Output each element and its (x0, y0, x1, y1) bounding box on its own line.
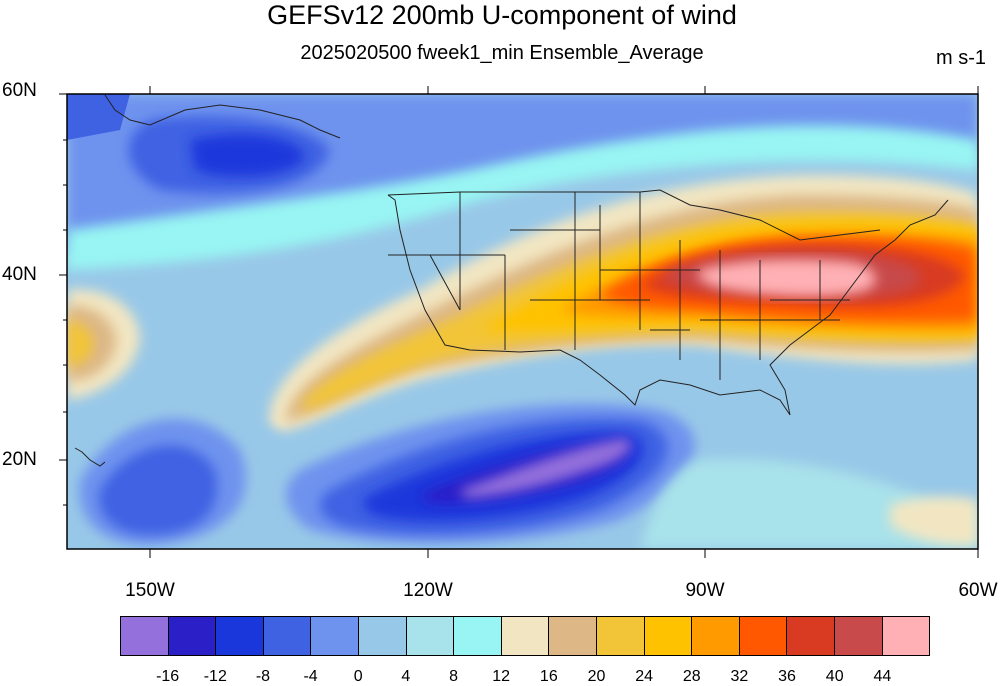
colorbar-tick-label: -12 (203, 668, 227, 685)
colorbar-swatch (311, 617, 359, 655)
colorbar-swatch (121, 617, 169, 655)
colorbar-swatch (834, 617, 883, 655)
colorbar-swatch (739, 617, 788, 655)
colorbar-swatch (644, 617, 693, 655)
colorbar-tick-label: 32 (730, 668, 749, 685)
colorbar-tick-label: 36 (778, 668, 796, 685)
colorbar-tick-label: 12 (492, 668, 511, 685)
colorbar-tick-label: 0 (353, 668, 363, 685)
lat-label-60n: 60N (2, 80, 37, 101)
colorbar (120, 616, 930, 656)
wind-field (67, 94, 978, 549)
lon-label-150w: 150W (125, 580, 175, 601)
colorbar-tick-label: 16 (539, 668, 558, 685)
colorbar-tick-label: 40 (825, 668, 844, 685)
units-label: m s-1 (936, 47, 986, 69)
colorbar-swatch (168, 617, 217, 655)
colorbar-tick-label: -16 (156, 668, 180, 685)
chart-title: GEFSv12 200mb U-component of wind (267, 0, 737, 30)
colorbar-swatch (358, 617, 407, 655)
colorbar-tick-label: 44 (873, 668, 892, 685)
axis-ticks (59, 86, 979, 558)
colorbar-tick-label: -4 (303, 668, 318, 685)
colorbar-swatch (787, 617, 835, 655)
colorbar-swatch (454, 617, 502, 655)
colorbar-swatch (882, 617, 930, 655)
colorbar-tick-label: 24 (635, 668, 654, 685)
lon-label-120w: 120W (403, 580, 453, 601)
colorbar-swatch (596, 617, 645, 655)
colorbar-swatch (692, 617, 740, 655)
lat-label-20n: 20N (2, 449, 37, 470)
coastlines (74, 94, 949, 467)
colorbar-swatch (549, 617, 597, 655)
colorbar-tick-label: 8 (449, 668, 458, 685)
colorbar-tick-label: 4 (401, 668, 411, 685)
colorbar-swatch (406, 617, 455, 655)
plot-frame (66, 93, 979, 550)
colorbar-tick-label: 28 (682, 668, 701, 685)
colorbar-swatch (501, 617, 550, 655)
lat-label-40n: 40N (2, 264, 37, 285)
colorbar-swatch (216, 617, 264, 655)
colorbar-tick-label: -8 (255, 668, 271, 685)
chart-subtitle: 2025020500 fweek1_min Ensemble_Average (300, 42, 704, 64)
colorbar-tick-label: 20 (587, 668, 606, 685)
lon-label-60w: 60W (958, 580, 998, 601)
colorbar-swatch (263, 617, 312, 655)
lon-label-90w: 90W (685, 580, 725, 601)
